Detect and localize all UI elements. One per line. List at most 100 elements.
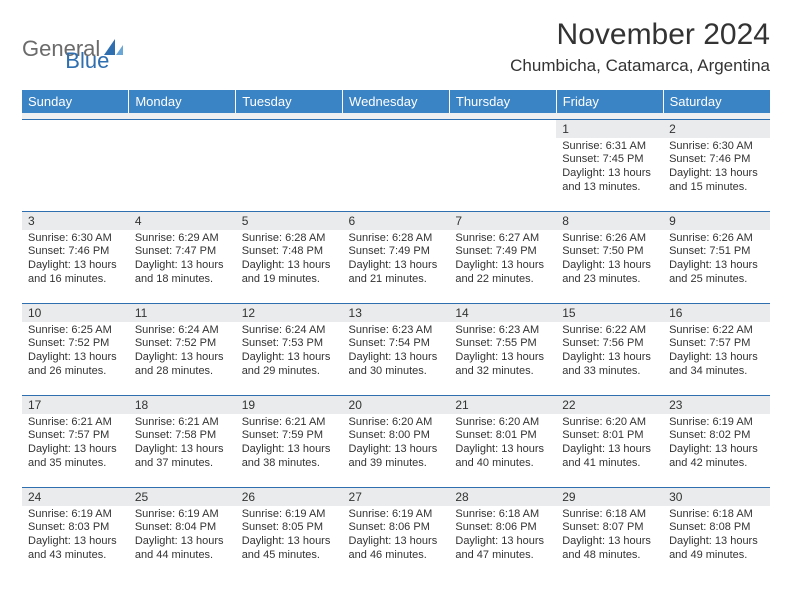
sunrise-text: Sunrise: 6:26 AM (562, 232, 657, 246)
day-number: 20 (343, 396, 450, 414)
day-number: 14 (449, 304, 556, 322)
day-details: Sunrise: 6:19 AMSunset: 8:04 PMDaylight:… (129, 506, 236, 567)
calendar-week-row: 3Sunrise: 6:30 AMSunset: 7:46 PMDaylight… (22, 211, 770, 303)
calendar-day-cell: 18Sunrise: 6:21 AMSunset: 7:58 PMDayligh… (129, 395, 236, 487)
calendar-day-cell: 3Sunrise: 6:30 AMSunset: 7:46 PMDaylight… (22, 211, 129, 303)
day-number: 27 (343, 488, 450, 506)
calendar-day-cell: 12Sunrise: 6:24 AMSunset: 7:53 PMDayligh… (236, 303, 343, 395)
daylight-text: Daylight: 13 hours and 16 minutes. (28, 259, 123, 287)
daylight-text: Daylight: 13 hours and 45 minutes. (242, 535, 337, 563)
logo-text-blue: Blue (65, 48, 109, 74)
daylight-text: Daylight: 13 hours and 42 minutes. (669, 443, 764, 471)
daylight-text: Daylight: 13 hours and 21 minutes. (349, 259, 444, 287)
calendar-day-cell (449, 119, 556, 211)
day-number (343, 120, 450, 124)
day-number: 30 (663, 488, 770, 506)
day-details: Sunrise: 6:18 AMSunset: 8:06 PMDaylight:… (449, 506, 556, 567)
day-details: Sunrise: 6:21 AMSunset: 7:58 PMDaylight:… (129, 414, 236, 475)
sunrise-text: Sunrise: 6:24 AM (135, 324, 230, 338)
daylight-text: Daylight: 13 hours and 41 minutes. (562, 443, 657, 471)
daylight-text: Daylight: 13 hours and 49 minutes. (669, 535, 764, 563)
day-details: Sunrise: 6:24 AMSunset: 7:53 PMDaylight:… (236, 322, 343, 383)
daylight-text: Daylight: 13 hours and 25 minutes. (669, 259, 764, 287)
day-number: 5 (236, 212, 343, 230)
sunrise-text: Sunrise: 6:18 AM (455, 508, 550, 522)
day-number: 18 (129, 396, 236, 414)
sunset-text: Sunset: 7:57 PM (28, 429, 123, 443)
daylight-text: Daylight: 13 hours and 46 minutes. (349, 535, 444, 563)
sunset-text: Sunset: 8:00 PM (349, 429, 444, 443)
daylight-text: Daylight: 13 hours and 34 minutes. (669, 351, 764, 379)
calendar-day-cell: 20Sunrise: 6:20 AMSunset: 8:00 PMDayligh… (343, 395, 450, 487)
day-number (22, 120, 129, 124)
calendar-day-cell: 1Sunrise: 6:31 AMSunset: 7:45 PMDaylight… (556, 119, 663, 211)
day-details: Sunrise: 6:22 AMSunset: 7:57 PMDaylight:… (663, 322, 770, 383)
day-number: 1 (556, 120, 663, 138)
sunrise-text: Sunrise: 6:23 AM (455, 324, 550, 338)
sunset-text: Sunset: 8:07 PM (562, 521, 657, 535)
sunset-text: Sunset: 7:49 PM (349, 245, 444, 259)
calendar-day-cell: 9Sunrise: 6:26 AMSunset: 7:51 PMDaylight… (663, 211, 770, 303)
sunset-text: Sunset: 7:55 PM (455, 337, 550, 351)
sunset-text: Sunset: 8:06 PM (455, 521, 550, 535)
calendar-day-cell: 10Sunrise: 6:25 AMSunset: 7:52 PMDayligh… (22, 303, 129, 395)
daylight-text: Daylight: 13 hours and 48 minutes. (562, 535, 657, 563)
day-details: Sunrise: 6:28 AMSunset: 7:49 PMDaylight:… (343, 230, 450, 291)
day-number: 4 (129, 212, 236, 230)
sunrise-text: Sunrise: 6:19 AM (242, 508, 337, 522)
day-details: Sunrise: 6:19 AMSunset: 8:06 PMDaylight:… (343, 506, 450, 567)
month-title: November 2024 (510, 18, 770, 52)
day-details: Sunrise: 6:20 AMSunset: 8:01 PMDaylight:… (449, 414, 556, 475)
daylight-text: Daylight: 13 hours and 19 minutes. (242, 259, 337, 287)
day-header: Monday (129, 90, 236, 113)
sunset-text: Sunset: 7:49 PM (455, 245, 550, 259)
sunrise-text: Sunrise: 6:23 AM (349, 324, 444, 338)
sunrise-text: Sunrise: 6:24 AM (242, 324, 337, 338)
sunrise-text: Sunrise: 6:22 AM (562, 324, 657, 338)
calendar-day-cell: 8Sunrise: 6:26 AMSunset: 7:50 PMDaylight… (556, 211, 663, 303)
sunset-text: Sunset: 7:58 PM (135, 429, 230, 443)
sunrise-text: Sunrise: 6:19 AM (349, 508, 444, 522)
sunrise-text: Sunrise: 6:19 AM (135, 508, 230, 522)
sunrise-text: Sunrise: 6:19 AM (669, 416, 764, 430)
calendar-week-row: 24Sunrise: 6:19 AMSunset: 8:03 PMDayligh… (22, 487, 770, 579)
sunrise-text: Sunrise: 6:19 AM (28, 508, 123, 522)
sunrise-text: Sunrise: 6:18 AM (669, 508, 764, 522)
calendar-day-cell: 2Sunrise: 6:30 AMSunset: 7:46 PMDaylight… (663, 119, 770, 211)
daylight-text: Daylight: 13 hours and 18 minutes. (135, 259, 230, 287)
sunset-text: Sunset: 7:45 PM (562, 153, 657, 167)
calendar-day-cell: 7Sunrise: 6:27 AMSunset: 7:49 PMDaylight… (449, 211, 556, 303)
daylight-text: Daylight: 13 hours and 37 minutes. (135, 443, 230, 471)
sunset-text: Sunset: 7:46 PM (669, 153, 764, 167)
calendar-day-cell: 11Sunrise: 6:24 AMSunset: 7:52 PMDayligh… (129, 303, 236, 395)
day-header: Sunday (22, 90, 129, 113)
calendar-day-cell: 19Sunrise: 6:21 AMSunset: 7:59 PMDayligh… (236, 395, 343, 487)
calendar-day-cell: 29Sunrise: 6:18 AMSunset: 8:07 PMDayligh… (556, 487, 663, 579)
sunrise-text: Sunrise: 6:30 AM (669, 140, 764, 154)
sunrise-text: Sunrise: 6:20 AM (562, 416, 657, 430)
day-details: Sunrise: 6:23 AMSunset: 7:55 PMDaylight:… (449, 322, 556, 383)
day-number: 7 (449, 212, 556, 230)
calendar-day-cell (22, 119, 129, 211)
day-number: 24 (22, 488, 129, 506)
day-details: Sunrise: 6:19 AMSunset: 8:02 PMDaylight:… (663, 414, 770, 475)
sunset-text: Sunset: 7:59 PM (242, 429, 337, 443)
sunset-text: Sunset: 8:01 PM (562, 429, 657, 443)
day-number: 21 (449, 396, 556, 414)
day-header: Thursday (449, 90, 556, 113)
sunrise-text: Sunrise: 6:26 AM (669, 232, 764, 246)
calendar-table: Sunday Monday Tuesday Wednesday Thursday… (22, 90, 770, 579)
day-number: 22 (556, 396, 663, 414)
day-details: Sunrise: 6:19 AMSunset: 8:05 PMDaylight:… (236, 506, 343, 567)
day-number: 10 (22, 304, 129, 322)
calendar-day-cell: 6Sunrise: 6:28 AMSunset: 7:49 PMDaylight… (343, 211, 450, 303)
calendar-day-cell: 16Sunrise: 6:22 AMSunset: 7:57 PMDayligh… (663, 303, 770, 395)
sunrise-text: Sunrise: 6:21 AM (28, 416, 123, 430)
daylight-text: Daylight: 13 hours and 33 minutes. (562, 351, 657, 379)
daylight-text: Daylight: 13 hours and 38 minutes. (242, 443, 337, 471)
day-details: Sunrise: 6:26 AMSunset: 7:51 PMDaylight:… (663, 230, 770, 291)
day-number: 29 (556, 488, 663, 506)
sunset-text: Sunset: 8:01 PM (455, 429, 550, 443)
daylight-text: Daylight: 13 hours and 15 minutes. (669, 167, 764, 195)
calendar-week-row: 10Sunrise: 6:25 AMSunset: 7:52 PMDayligh… (22, 303, 770, 395)
